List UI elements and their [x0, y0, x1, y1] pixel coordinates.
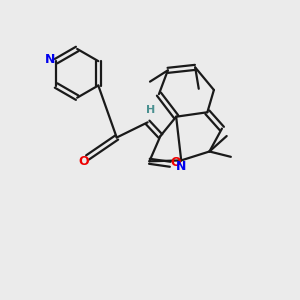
- Text: O: O: [170, 156, 181, 169]
- Text: N: N: [176, 160, 186, 173]
- Text: O: O: [78, 155, 89, 168]
- Text: H: H: [146, 106, 155, 116]
- Text: N: N: [45, 53, 55, 66]
